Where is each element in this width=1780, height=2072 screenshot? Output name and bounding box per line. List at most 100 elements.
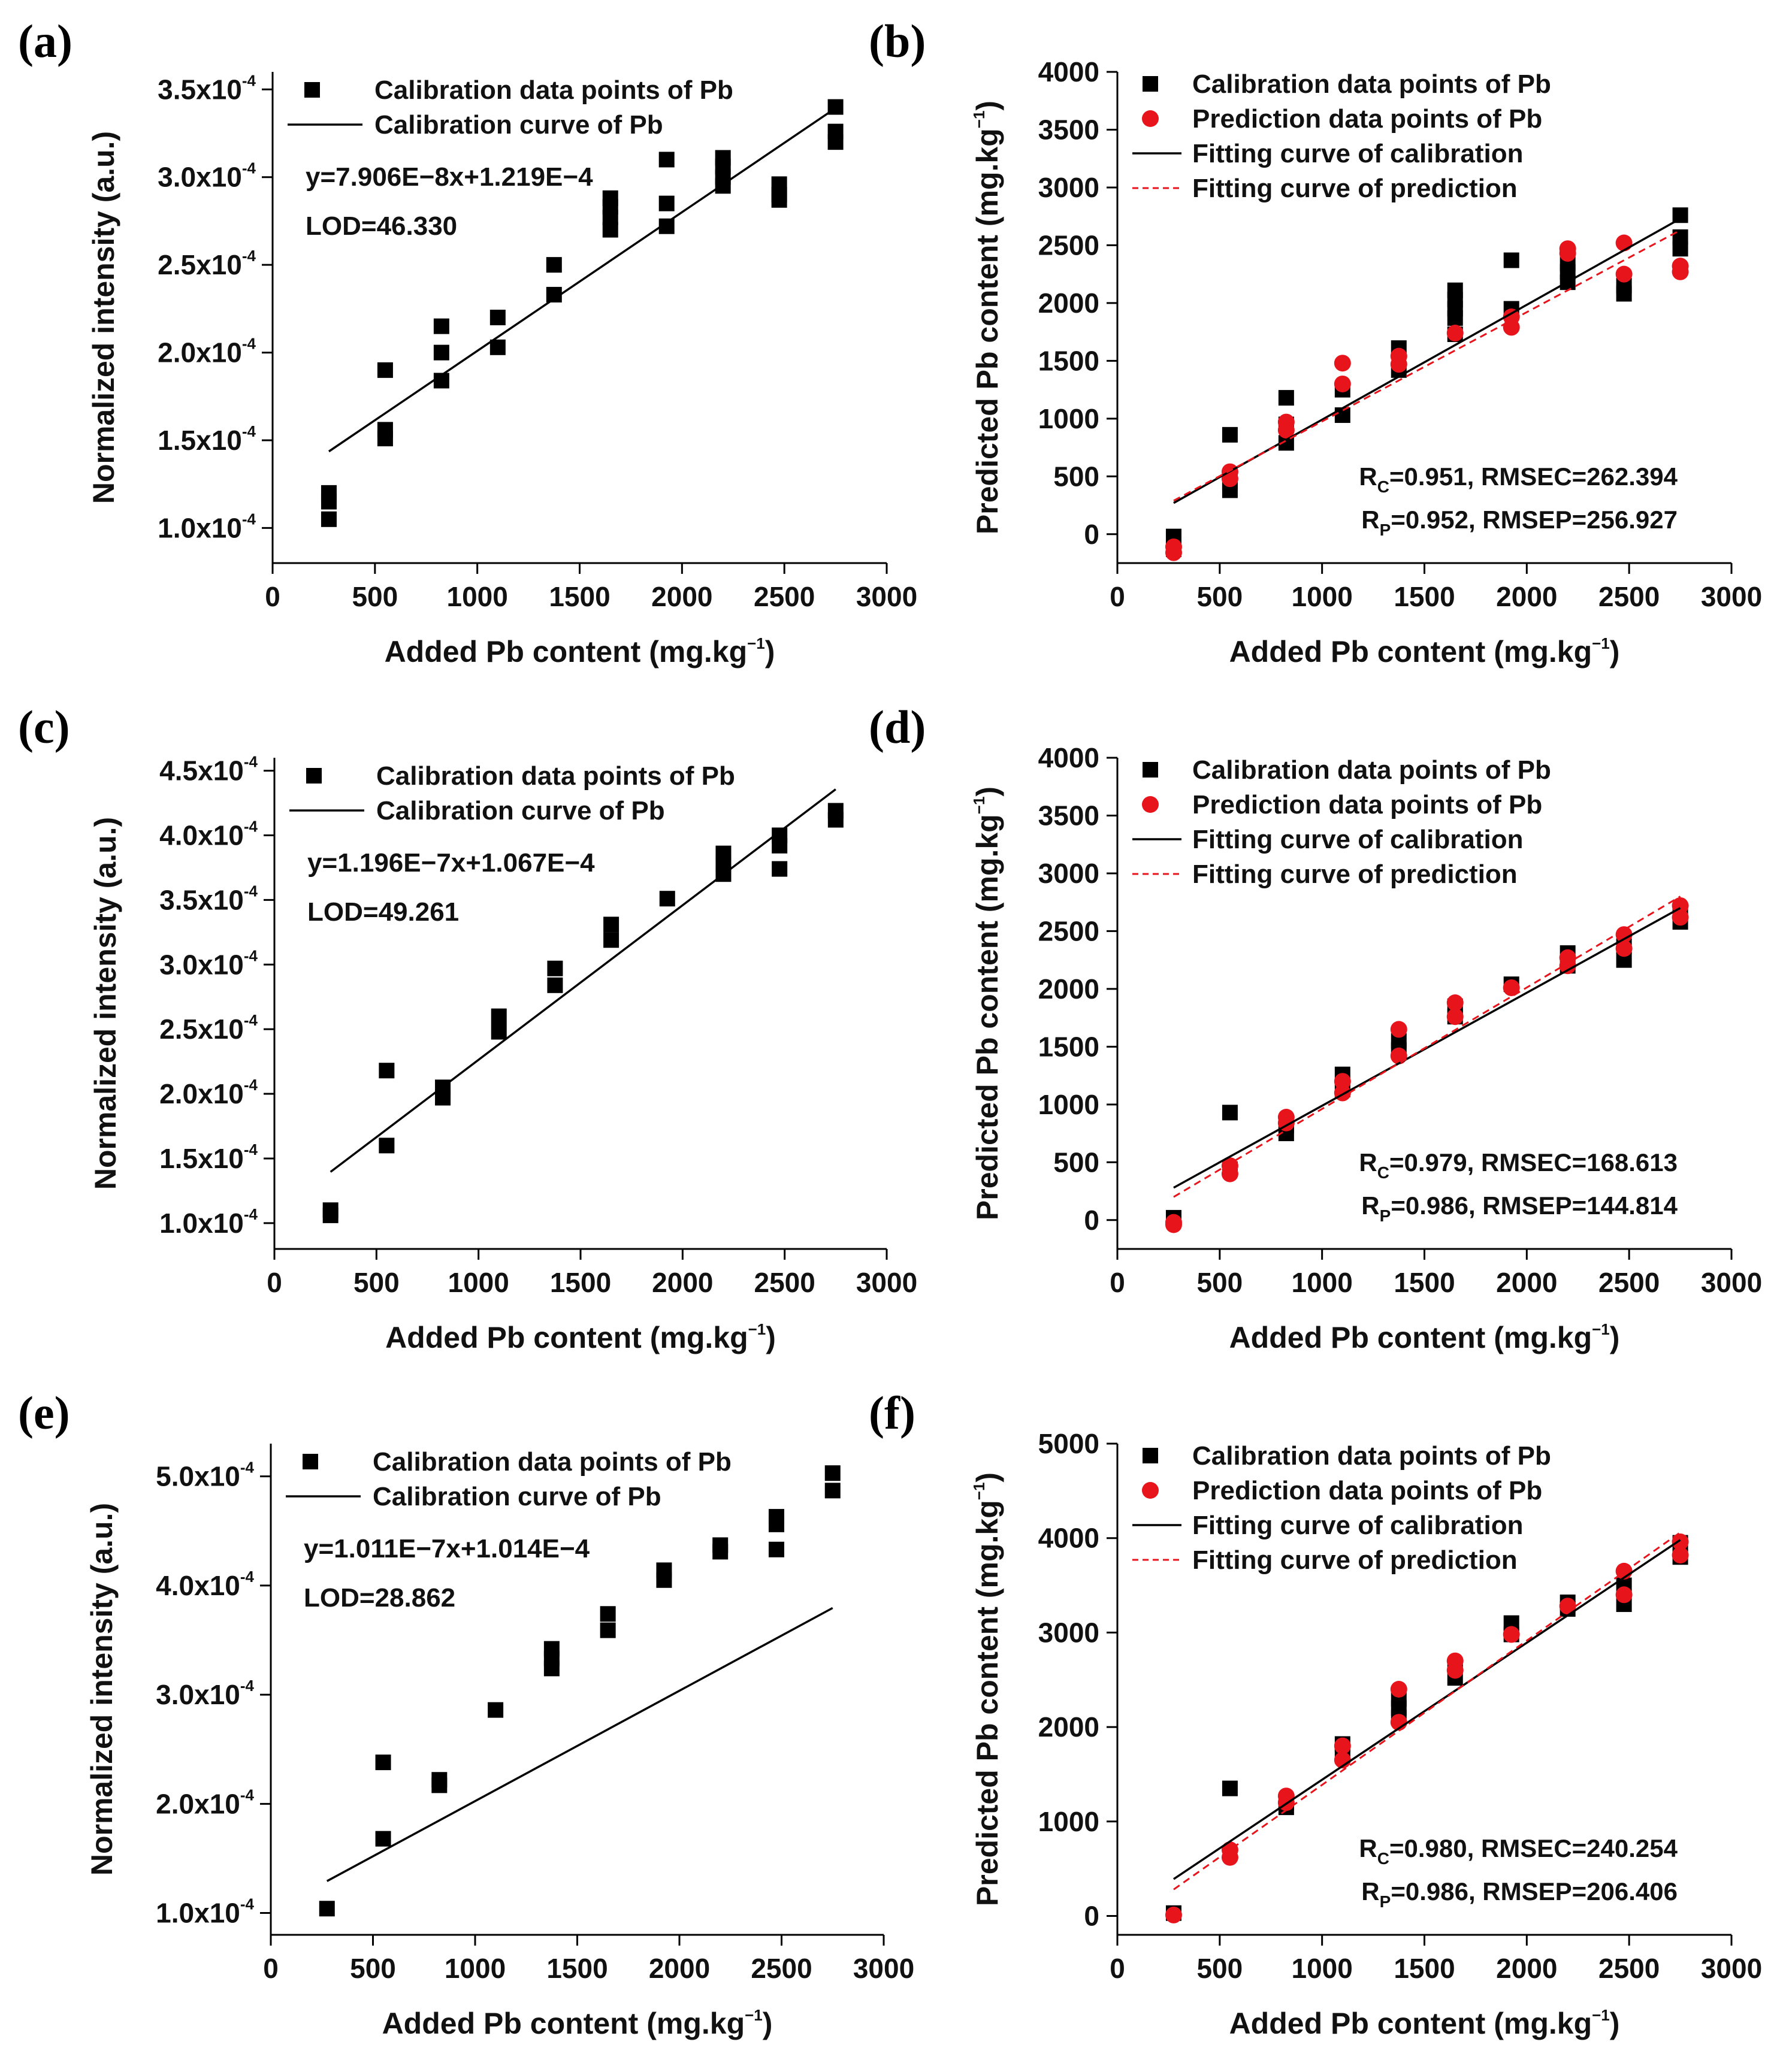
y-tick-exponent: -4 <box>244 817 258 835</box>
y-tick-mantissa: 4.0 <box>159 819 198 851</box>
x-tick-label: 1500 <box>1394 1267 1455 1298</box>
x-tick-label: 1500 <box>546 1953 608 1984</box>
y-tick-label: 1.0x10-4 <box>159 1205 258 1239</box>
legend-label: Calibration data points of Pb <box>1192 1441 1551 1471</box>
legend-square-swatch <box>303 1454 318 1469</box>
legend: Calibration data points of Pb Prediction … <box>1132 755 1551 889</box>
legend-square-swatch <box>1143 762 1158 778</box>
stat-sub-p: P <box>1380 1892 1391 1911</box>
calibration-point <box>824 1465 841 1481</box>
y-tick-exponent: -4 <box>240 1459 255 1477</box>
prediction-stats: RP=0.986, RMSEP=206.406 <box>1361 1877 1678 1911</box>
y-tick-label: 2.0x10-4 <box>158 335 256 368</box>
y-tick-label: 1.0x10-4 <box>156 1895 254 1929</box>
prediction-point <box>1446 994 1464 1012</box>
y-tick-times: x10 <box>198 1014 244 1045</box>
y-tick-mantissa: 5.0 <box>156 1461 194 1492</box>
calibration-point <box>1447 282 1463 298</box>
prediction-point <box>1277 413 1295 431</box>
legend: Calibration data points of Pb Calibration… <box>288 75 733 140</box>
x-tick-label: 2000 <box>1496 1953 1557 1984</box>
prediction-point <box>1165 1906 1182 1923</box>
y-tick-label: 2.0x10-4 <box>156 1786 254 1819</box>
calibration-stats: RC=0.979, RMSEC=168.613 <box>1359 1148 1678 1182</box>
calibration-point <box>491 1008 507 1024</box>
calibration-point <box>600 1622 616 1638</box>
prediction-point <box>1615 234 1633 252</box>
y-tick-label: 3000 <box>1038 172 1099 203</box>
legend-label: Calibration data points of Pb <box>376 761 735 791</box>
calibration-point <box>1672 229 1688 245</box>
y-tick-times: x10 <box>196 425 242 456</box>
prediction-point <box>1165 1216 1182 1233</box>
calibration-point <box>658 195 675 211</box>
calibration-point <box>547 977 563 993</box>
y-tick-mantissa: 2.5 <box>159 1014 198 1045</box>
x-axis-title-text: Added Pb content (mg.kg <box>385 1321 748 1354</box>
y-tick-label: 3000 <box>1038 858 1099 889</box>
legend: Calibration data points of Pb Calibration… <box>286 1447 732 1511</box>
y-tick-exponent: -4 <box>242 71 256 89</box>
x-tick-label: 1500 <box>549 581 610 612</box>
calibration-curve-line <box>330 788 836 1173</box>
x-tick-label: 500 <box>1196 581 1243 612</box>
calibration-point <box>603 916 619 933</box>
y-tick-times: x10 <box>194 1788 240 1819</box>
prediction-point <box>1503 1626 1520 1643</box>
y-tick-mantissa: 2.5 <box>158 249 196 280</box>
calibration-point <box>547 960 563 976</box>
y-tick-times: x10 <box>196 249 242 280</box>
y-tick-label: 1000 <box>1038 1089 1099 1120</box>
prediction-point <box>1446 325 1464 342</box>
calibration-point <box>602 190 618 206</box>
x-axis-title: Added Pb content (mg.kg−1) <box>1229 1320 1620 1354</box>
lod-value: LOD=49.261 <box>307 897 459 927</box>
x-tick-label: 2000 <box>1496 581 1557 612</box>
y-tick-label: 4000 <box>1038 56 1099 87</box>
calibration-fit-line <box>1172 1539 1681 1880</box>
y-tick-label: 4000 <box>1038 742 1099 773</box>
calibration-point <box>1222 1105 1238 1121</box>
y-tick-label: 3.0x10-4 <box>156 1677 254 1710</box>
y-tick-exponent: -4 <box>244 753 258 771</box>
calibration-point <box>321 485 337 501</box>
y-tick-times: x10 <box>198 884 244 915</box>
y-tick-label: 0 <box>1084 1205 1099 1236</box>
prediction-point <box>1277 1787 1295 1805</box>
calibration-point <box>1222 427 1238 443</box>
y-tick-times: x10 <box>198 755 244 787</box>
stat-sub-c: C <box>1377 1849 1389 1868</box>
x-axis-title-end: ) <box>766 1321 776 1354</box>
legend: Calibration data points of Pb Prediction … <box>1132 1441 1551 1575</box>
x-axis-title-end: ) <box>765 635 775 669</box>
y-tick-times: x10 <box>194 1570 240 1601</box>
legend-label: Calibration curve of Pb <box>374 110 663 140</box>
y-axis-title-sup: −1 <box>970 1483 988 1501</box>
y-tick-mantissa: 2.0 <box>158 337 196 368</box>
panel-label: (b) <box>869 15 926 67</box>
calibration-point <box>433 344 449 361</box>
y-tick-exponent: -4 <box>244 1076 258 1094</box>
calibration-point <box>659 891 675 907</box>
y-axis-title-text: Predicted Pb content (mg.kg <box>971 1500 1004 1906</box>
stat-sub-p: P <box>1380 521 1391 539</box>
legend-label: Fitting curve of prediction <box>1192 1545 1518 1575</box>
legend-square-swatch <box>1143 1448 1158 1463</box>
legend: Calibration data points of Pb Calibration… <box>289 761 735 825</box>
y-tick-label: 3.5x10-4 <box>158 71 256 105</box>
legend-label: Calibration curve of Pb <box>373 1482 661 1511</box>
calibration-point <box>433 318 449 334</box>
prediction-point <box>1503 308 1520 326</box>
y-tick-exponent: -4 <box>244 1205 258 1223</box>
y-tick-label: 1500 <box>1038 1031 1099 1062</box>
stat-values: =0.986, RMSEP=206.406 <box>1391 1877 1678 1905</box>
calibration-point <box>824 1483 841 1499</box>
x-tick-label: 2500 <box>754 581 815 612</box>
calibration-point <box>715 150 731 166</box>
x-axis-title-end: ) <box>1610 2007 1620 2040</box>
y-tick-mantissa: 3.5 <box>158 74 196 105</box>
y-tick-times: x10 <box>196 512 242 543</box>
y-tick-exponent: -4 <box>244 946 258 964</box>
x-tick-label: 3000 <box>853 1953 914 1984</box>
x-tick-label: 0 <box>265 581 280 612</box>
